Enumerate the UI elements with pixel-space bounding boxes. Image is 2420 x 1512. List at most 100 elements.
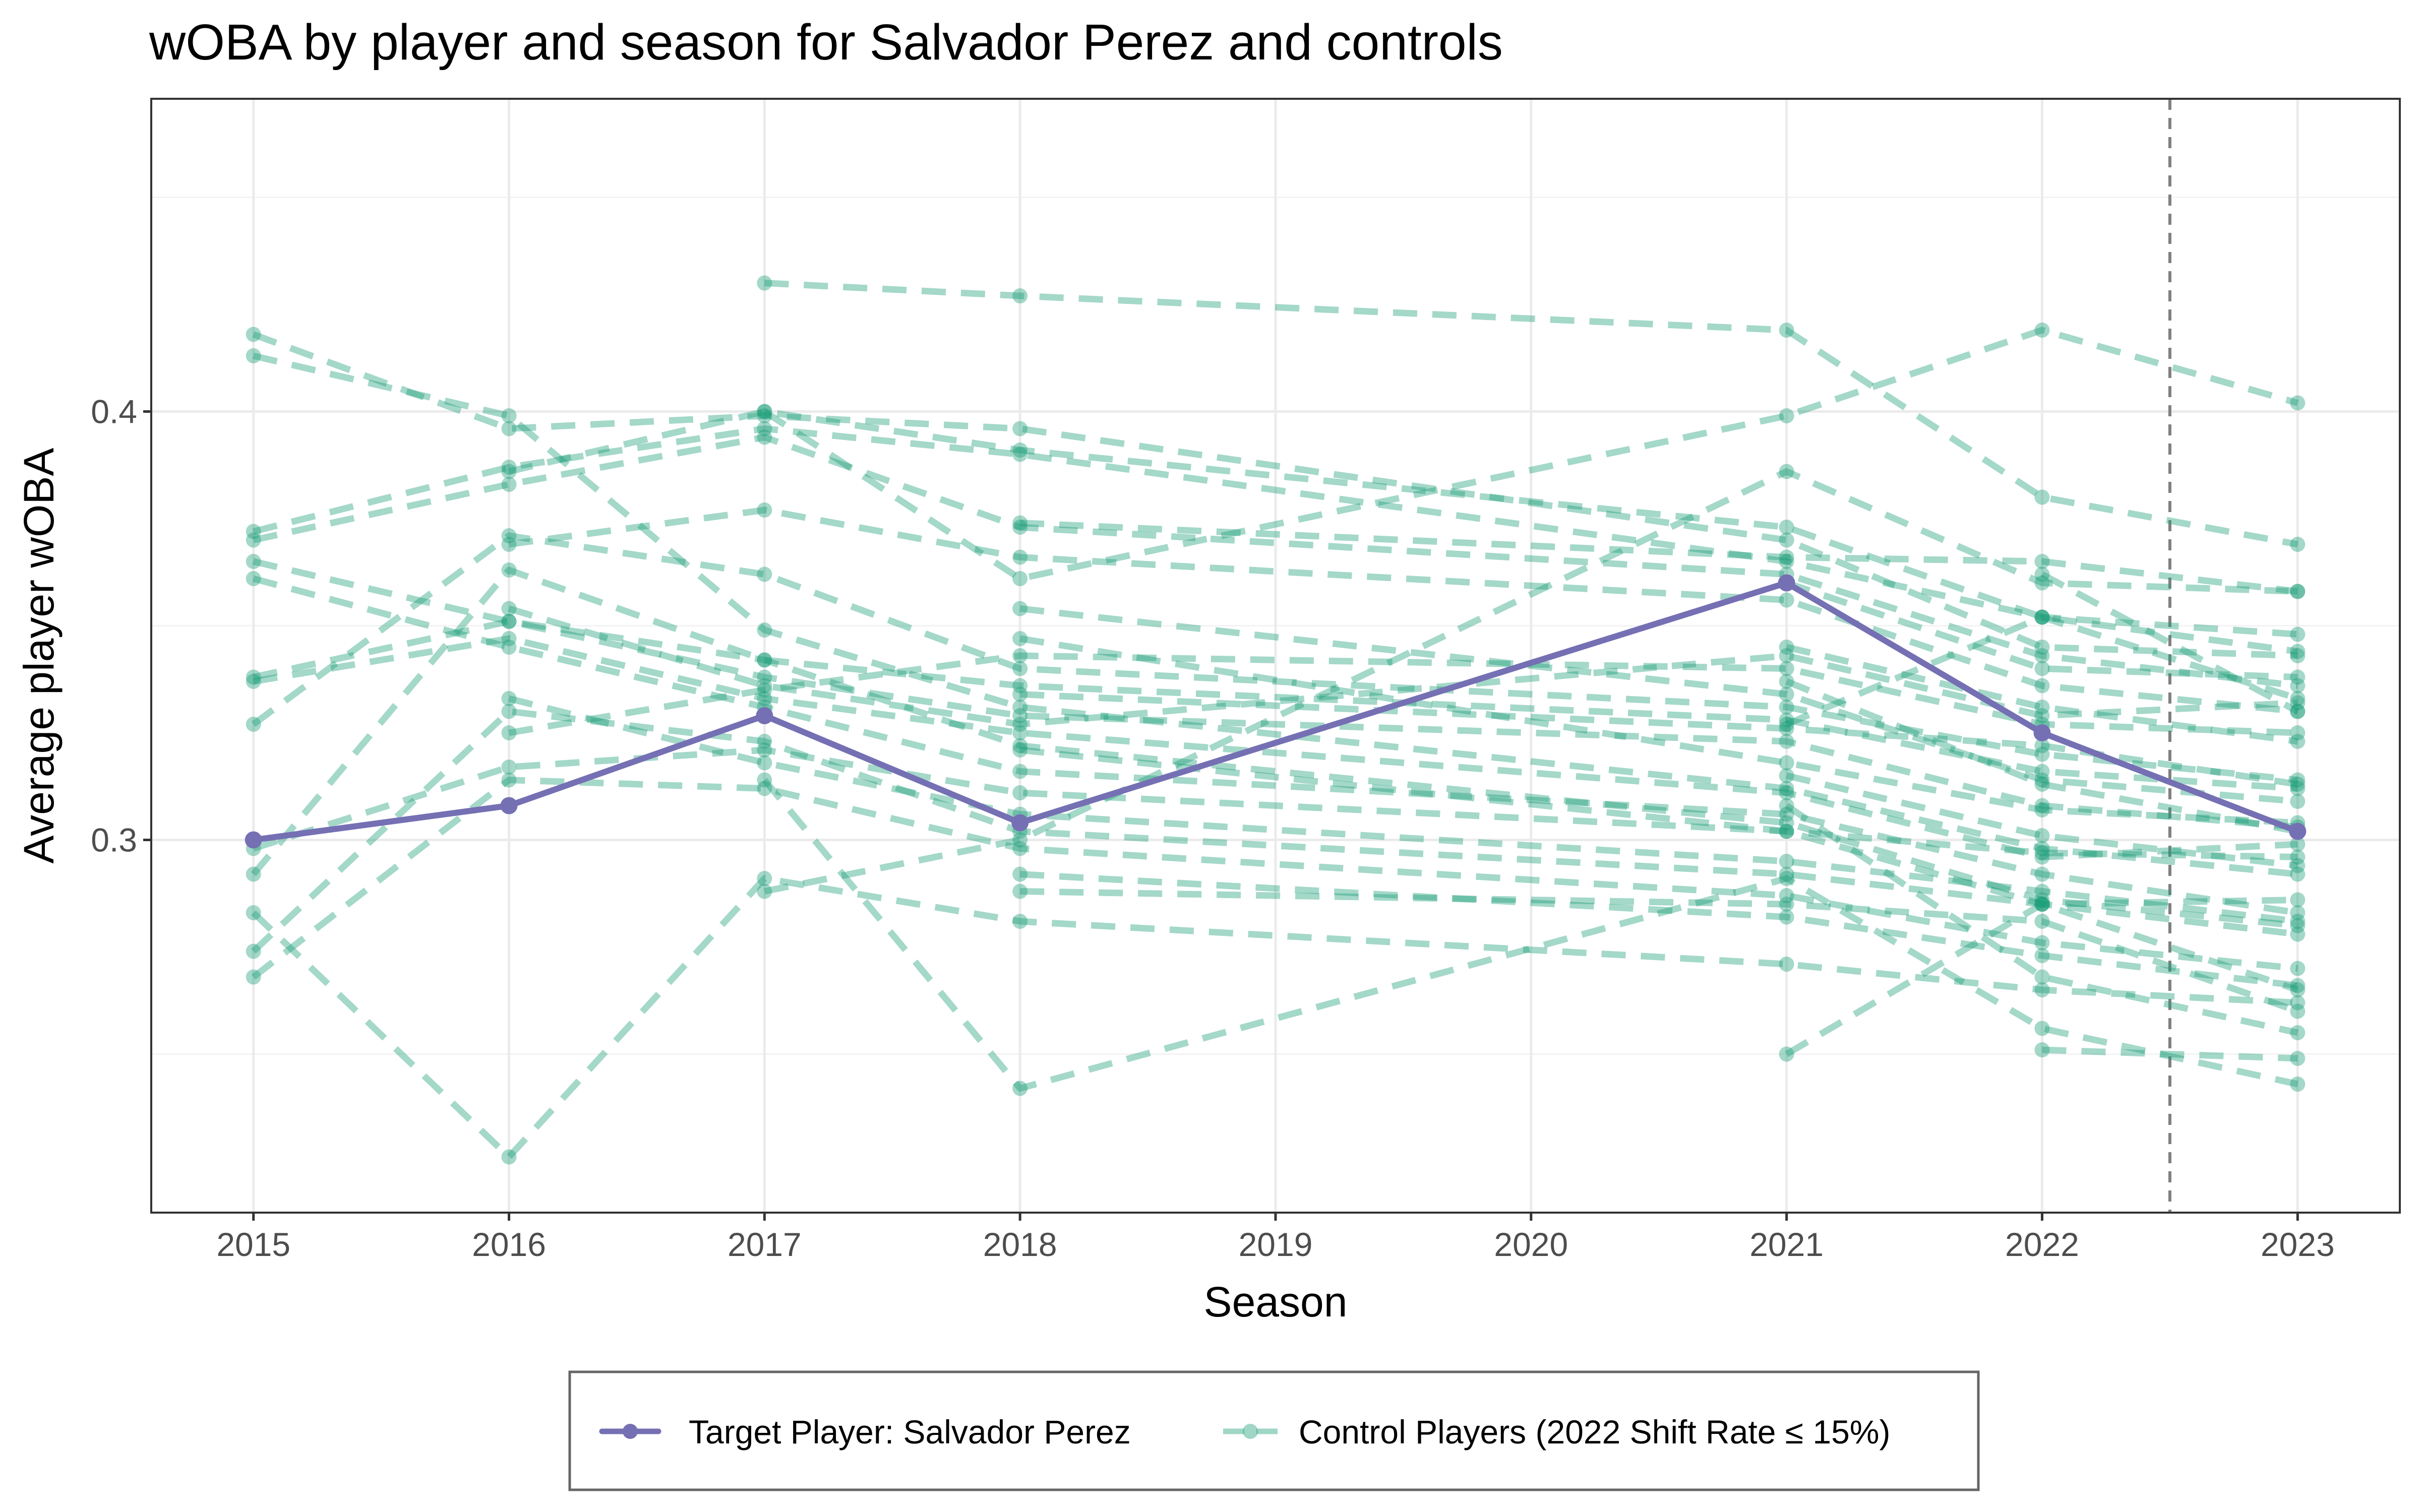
control-point <box>1012 764 1028 779</box>
control-series-24 <box>1012 515 2306 599</box>
control-point <box>1012 648 1028 663</box>
control-series-22 <box>757 464 2306 899</box>
control-point <box>246 327 261 342</box>
control-series-9 <box>246 528 2306 788</box>
target-point <box>2289 823 2307 840</box>
control-point <box>757 429 772 445</box>
control-point <box>246 554 261 569</box>
control-point <box>2290 837 2306 852</box>
x-tick-label: 2017 <box>728 1226 802 1263</box>
control-point <box>2034 640 2050 655</box>
control-point <box>1779 648 1794 663</box>
x-tick-label: 2018 <box>983 1226 1057 1263</box>
control-point <box>2290 725 2306 740</box>
control-point <box>1779 755 1794 771</box>
control-point <box>757 742 772 758</box>
control-point <box>2034 914 2050 929</box>
control-point <box>1012 443 1028 458</box>
control-series-line <box>253 558 2298 929</box>
control-point <box>757 734 772 749</box>
control-point <box>2034 841 2050 856</box>
control-point <box>1012 601 1028 616</box>
control-point <box>2034 798 2050 813</box>
control-point <box>1012 717 1028 732</box>
x-axis: 2015 2016 2017 2018 2019 2020 2021 2022 2023 <box>216 1213 2335 1263</box>
control-point <box>1779 871 1794 886</box>
control-point <box>1779 464 1794 479</box>
x-axis-title: Season <box>1204 1278 1348 1326</box>
control-point <box>2290 849 2306 865</box>
control-point <box>2034 777 2050 792</box>
control-point <box>501 537 517 552</box>
control-point <box>2290 648 2306 663</box>
control-point <box>2034 969 2050 985</box>
control-point <box>1779 866 1794 882</box>
control-point <box>757 275 772 291</box>
control-point <box>501 528 517 543</box>
control-point <box>1779 781 1794 796</box>
control-series-line <box>764 280 2298 548</box>
control-series-line <box>2040 571 2300 715</box>
control-point <box>2290 918 2306 933</box>
control-series-35 <box>1779 768 2306 873</box>
control-point <box>757 678 772 694</box>
control-point <box>1779 897 1794 912</box>
control-point <box>501 460 517 475</box>
control-point <box>1012 447 1028 462</box>
control-series-28 <box>1012 742 2306 942</box>
target-point <box>1778 574 1795 592</box>
control-point <box>1779 768 1794 783</box>
control-series-line <box>1020 888 2299 1015</box>
control-point <box>501 704 517 719</box>
control-series-layer <box>246 275 2306 1165</box>
control-point <box>2290 669 2306 685</box>
control-series-10 <box>246 742 2306 865</box>
control-point <box>2034 609 2050 625</box>
control-point <box>2034 849 2050 865</box>
control-point <box>2034 746 2050 762</box>
control-point <box>501 631 517 646</box>
control-series-line <box>251 532 2298 783</box>
control-point <box>501 760 517 775</box>
control-point <box>757 622 772 638</box>
control-series-27 <box>1012 686 2306 792</box>
control-point <box>2034 554 2050 569</box>
control-point <box>2290 1003 2306 1019</box>
y-axis: 0.3 0.4 <box>91 393 151 859</box>
control-series-5 <box>246 554 2306 933</box>
control-series-line <box>762 778 2298 1092</box>
control-point <box>2290 644 2306 659</box>
legend-label-target: Target Player: Salvador Perez <box>689 1413 1131 1451</box>
control-point <box>1779 712 1794 728</box>
control-point <box>246 717 261 732</box>
control-point <box>246 532 261 548</box>
control-point <box>501 1149 517 1165</box>
control-point <box>1779 854 1794 869</box>
control-point <box>1012 742 1028 758</box>
control-point <box>246 969 261 985</box>
control-point <box>2034 948 2050 963</box>
control-series-7 <box>246 614 2306 835</box>
control-point <box>501 772 517 788</box>
control-series-line <box>1019 635 2298 826</box>
control-series-line <box>762 327 2299 582</box>
control-point <box>757 566 772 582</box>
control-point <box>1012 421 1028 436</box>
control-point <box>501 614 517 629</box>
control-series-2 <box>246 348 2306 882</box>
gridlines <box>151 99 2400 1213</box>
control-point <box>757 884 772 899</box>
control-point <box>1779 640 1794 655</box>
control-series-line <box>253 575 2298 916</box>
control-point <box>2034 828 2050 843</box>
control-series-37 <box>1779 609 2306 732</box>
target-point <box>245 831 262 849</box>
x-tick-label: 2022 <box>2005 1226 2079 1263</box>
control-point <box>2290 777 2306 792</box>
control-point <box>757 421 772 436</box>
control-point <box>1012 571 1028 586</box>
control-point <box>2290 1025 2306 1040</box>
control-point <box>1779 674 1794 689</box>
control-point <box>2290 995 2306 1011</box>
control-point <box>2290 926 2306 942</box>
